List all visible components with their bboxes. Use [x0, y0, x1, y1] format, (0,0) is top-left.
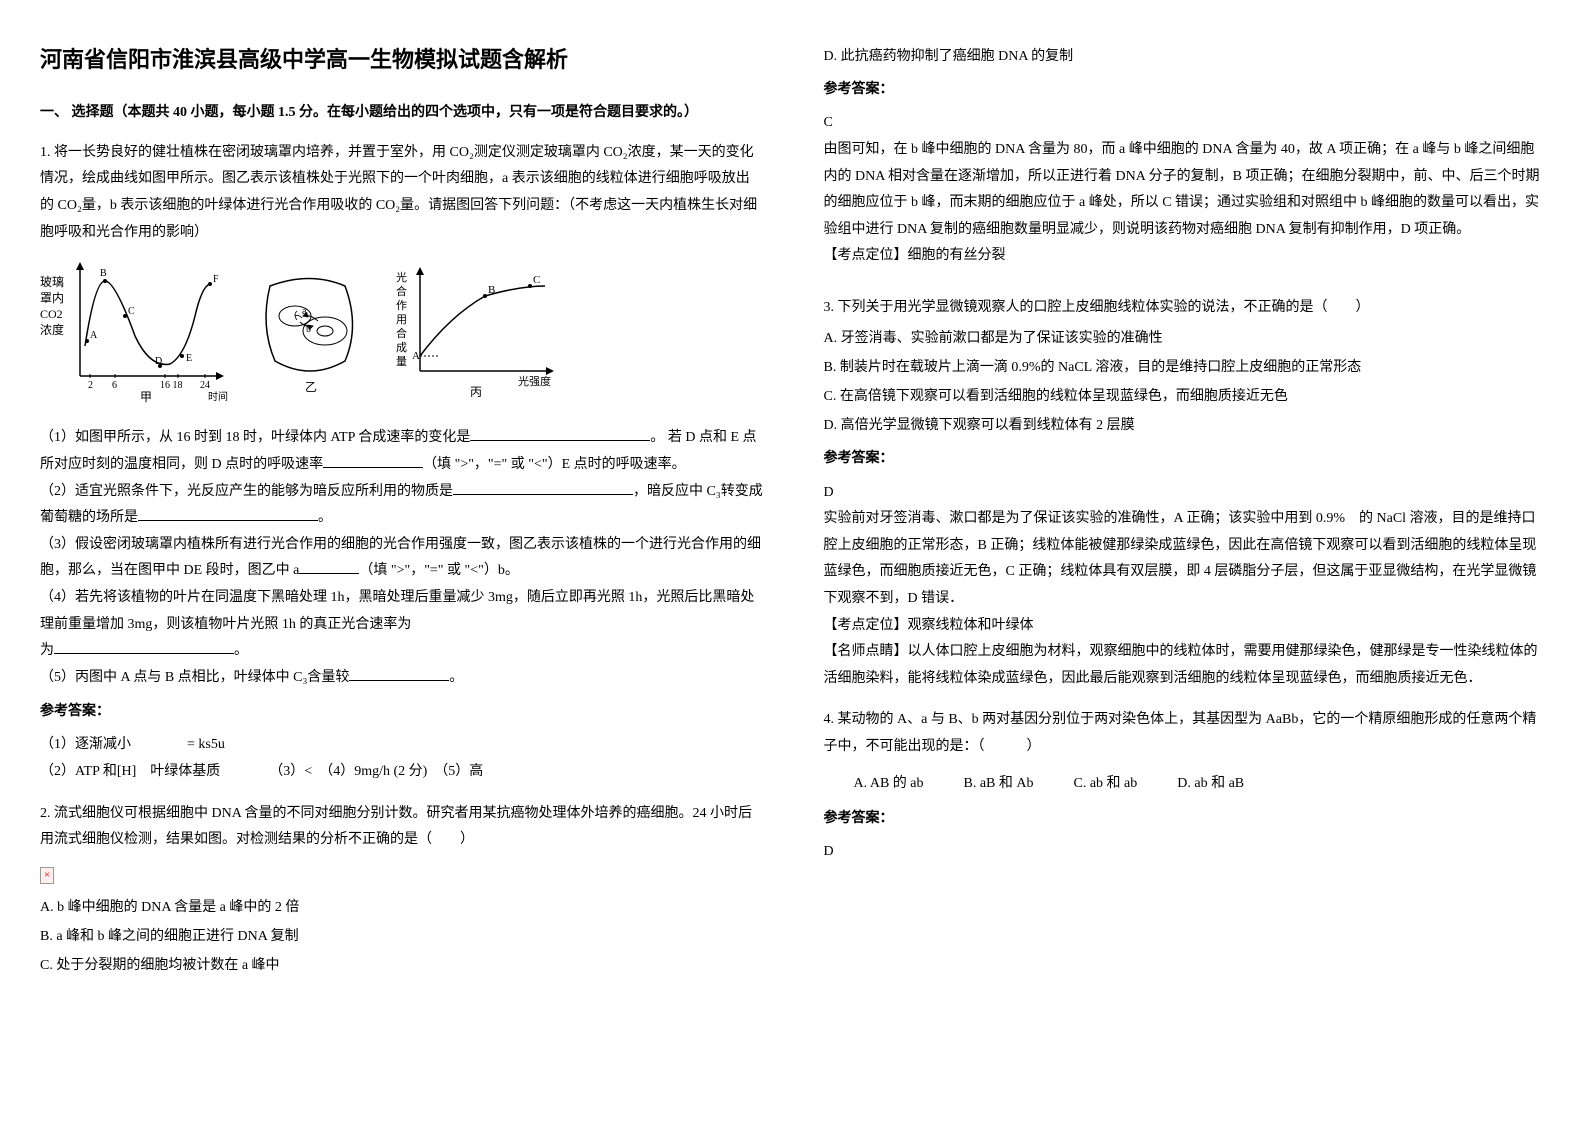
- svg-text:量: 量: [396, 355, 407, 368]
- svg-text:用: 用: [396, 314, 407, 326]
- q3-optA: A. 牙签消毒、实验前漱口都是为了保证该实验的准确性: [824, 326, 1548, 351]
- question-2: 2. 流式细胞仪可根据细胞中 DNA 含量的不同对细胞分别计数。研究者用某抗癌物…: [40, 801, 764, 979]
- q4-options: A. AB 的 ab B. aB 和 Ab C. ab 和 ab D. ab 和…: [854, 771, 1548, 796]
- q2-answer: C: [824, 110, 1548, 137]
- q1-sub4-line2: 为。: [40, 638, 764, 665]
- q3-topic: 【考点定位】观察线粒体和叶绿体: [824, 613, 1548, 640]
- q1-sub1a: （1）如图甲所示，从 16 时到 18 时，叶绿体内 ATP 合成速率的变化是: [40, 430, 470, 445]
- left-column: 河南省信阳市淮滨县高级中学高一生物模拟试题含解析 一、 选择题（本题共 40 小…: [40, 40, 764, 994]
- y-label-1: 玻璃: [40, 275, 64, 289]
- svg-text:F: F: [213, 274, 219, 285]
- q1-sub5a: （5）丙图中 A 点与 B 点相比，叶绿体中 C₃含量较: [40, 670, 349, 685]
- svg-text:CO2: CO2: [40, 307, 63, 321]
- svg-text:2: 2: [88, 380, 93, 391]
- svg-text:b: b: [306, 324, 311, 335]
- q2-optC: C. 处于分裂期的细胞均被计数在 a 峰中: [40, 953, 764, 978]
- svg-text:光强度: 光强度: [518, 374, 551, 388]
- page-container: 河南省信阳市淮滨县高级中学高一生物模拟试题含解析 一、 选择题（本题共 40 小…: [40, 40, 1547, 994]
- q2-stem: 2. 流式细胞仪可根据细胞中 DNA 含量的不同对细胞分别计数。研究者用某抗癌物…: [40, 801, 764, 854]
- svg-text:D: D: [155, 356, 162, 367]
- q4-optA: A. AB 的 ab: [854, 771, 924, 796]
- q2-optA: A. b 峰中细胞的 DNA 含量是 a 峰中的 2 倍: [40, 895, 764, 920]
- q2-optB: B. a 峰和 b 峰之间的细胞正进行 DNA 复制: [40, 924, 764, 949]
- q4-optB: B. aB 和 Ab: [964, 771, 1034, 796]
- q3-teacher-note: 【名师点睛】以人体口腔上皮细胞为材料，观察细胞中的线粒体时，需要用健那绿染色，健…: [824, 639, 1548, 692]
- blank: [138, 506, 318, 521]
- section-intro: 一、 选择题（本题共 40 小题，每小题 1.5 分。在每小题给出的四个选项中，…: [40, 100, 764, 125]
- svg-text:C: C: [128, 306, 135, 317]
- q1-sub4a: （4）若先将该植物的叶片在同温度下黑暗处理 1h，黑暗处理后重量减少 3mg，随…: [40, 590, 754, 632]
- blank: [453, 480, 633, 495]
- svg-text:罩内: 罩内: [40, 291, 64, 305]
- q3-optD: D. 高倍光学显微镜下观察可以看到线粒体有 2 层膜: [824, 413, 1548, 438]
- q1-sub2c: 。: [318, 510, 332, 525]
- q1-ans2: （2）ATP 和[H] 叶绿体基质 （3）< （4）9mg/h (2 分) （5…: [40, 759, 764, 786]
- question-1: 1. 将一长势良好的健壮植株在密闭玻璃罩内培养，并置于室外，用 CO₂测定仪测定…: [40, 140, 764, 786]
- svg-text:乙: 乙: [305, 380, 317, 394]
- q1-figure-row: A B C D E F 玻璃 罩内 CO2 浓度 2 6 1: [40, 256, 764, 415]
- svg-text:24: 24: [200, 380, 210, 391]
- broken-image-icon: ×: [40, 867, 54, 884]
- q3-optB: B. 制装片时在载玻片上滴一滴 0.9%的 NaCL 溶液，目的是维持口腔上皮细…: [824, 355, 1548, 380]
- q1-ans1: （1）逐渐减小 = ks5u: [40, 732, 764, 759]
- svg-text:16 18: 16 18: [160, 380, 183, 391]
- q4-stem: 4. 某动物的 A、a 与 B、b 两对基因分别位于两对染色体上，其基因型为 A…: [824, 707, 1548, 760]
- svg-text:6: 6: [112, 380, 117, 391]
- q3-explanation: 实验前对牙签消毒、漱口都是为了保证该实验的准确性，A 正确；该实验中用到 0.9…: [824, 506, 1548, 612]
- svg-text:B: B: [488, 284, 495, 296]
- q1-sub4: （4）若先将该植物的叶片在同温度下黑暗处理 1h，黑暗处理后重量减少 3mg，随…: [40, 585, 764, 638]
- broken-image-placeholder: ×: [40, 862, 764, 887]
- answer-label: 参考答案：: [40, 699, 764, 724]
- question-3: 3. 下列关于用光学显微镜观察人的口腔上皮细胞线粒体实验的说法，不正确的是（ ）…: [824, 295, 1548, 692]
- svg-text:甲: 甲: [140, 390, 152, 404]
- q3-optC: C. 在高倍镜下观察可以看到活细胞的线粒体呈现蓝绿色，而细胞质接近无色: [824, 384, 1548, 409]
- figure-jia: A B C D E F 玻璃 罩内 CO2 浓度 2 6 1: [40, 256, 230, 415]
- svg-text:E: E: [186, 353, 192, 364]
- q1-sub3b: （填 ">"，"=" 或 "<"）b。: [359, 563, 518, 578]
- q4-optC: C. ab 和 ab: [1074, 771, 1138, 796]
- svg-text:B: B: [100, 268, 107, 279]
- q4-answer-label: 参考答案：: [824, 806, 1548, 831]
- svg-text:合: 合: [396, 284, 407, 298]
- blank: [323, 453, 423, 468]
- q4-optD: D. ab 和 aB: [1177, 771, 1244, 796]
- blank: [299, 559, 359, 574]
- svg-text:A: A: [90, 330, 98, 341]
- q1-sub3: （3）假设密闭玻璃罩内植株所有进行光合作用的细胞的光合作用强度一致，图乙表示该植…: [40, 532, 764, 585]
- q1-sub2: （2）适宜光照条件下，光反应产生的能够为暗反应所利用的物质是，暗反应中 C₃转变…: [40, 479, 764, 532]
- svg-text:丙: 丙: [470, 385, 482, 399]
- svg-text:合: 合: [396, 326, 407, 340]
- blank: [470, 426, 650, 441]
- q2-answer-label: 参考答案：: [824, 77, 1548, 102]
- svg-text:浓度: 浓度: [40, 322, 64, 337]
- svg-text:作: 作: [396, 299, 407, 312]
- q3-answer: D: [824, 480, 1548, 507]
- q1-sub1c: （填 ">"，"=" 或 "<"）E 点时的呼吸速率。: [423, 457, 686, 472]
- q2-topic: 【考点定位】细胞的有丝分裂: [824, 243, 1548, 270]
- q1-sub4b: 。: [234, 643, 248, 658]
- svg-text:时间: 时间: [208, 390, 228, 403]
- svg-text:C: C: [533, 274, 540, 286]
- question-4: 4. 某动物的 A、a 与 B、b 两对基因分别位于两对染色体上，其基因型为 A…: [824, 707, 1548, 865]
- q1-sub5b: 。: [449, 670, 463, 685]
- blank: [349, 666, 449, 681]
- q1-sub2a: （2）适宜光照条件下，光反应产生的能够为暗反应所利用的物质是: [40, 484, 453, 499]
- q1-sub1: （1）如图甲所示，从 16 时到 18 时，叶绿体内 ATP 合成速率的变化是。…: [40, 425, 764, 478]
- figure-bing: B C A 光 合 作 用 合 成 量 光强度 丙: [390, 261, 560, 410]
- q2-optD: D. 此抗癌药物抑制了癌细胞 DNA 的复制: [824, 44, 1548, 69]
- svg-text:a: a: [302, 306, 307, 317]
- right-column: D. 此抗癌药物抑制了癌细胞 DNA 的复制 参考答案： C 由图可知，在 b …: [824, 40, 1548, 994]
- q1-stem: 1. 将一长势良好的健壮植株在密闭玻璃罩内培养，并置于室外，用 CO₂测定仪测定…: [40, 140, 764, 246]
- svg-text:光: 光: [396, 270, 407, 284]
- q4-answer: D: [824, 839, 1548, 866]
- svg-text:成: 成: [396, 341, 407, 354]
- blank: [54, 639, 234, 654]
- page-title: 河南省信阳市淮滨县高级中学高一生物模拟试题含解析: [40, 40, 764, 80]
- figure-yi: a b 乙: [250, 266, 370, 405]
- q2-explanation: 由图可知，在 b 峰中细胞的 DNA 含量为 80，而 a 峰中细胞的 DNA …: [824, 137, 1548, 243]
- svg-text:A: A: [412, 350, 420, 362]
- q3-answer-label: 参考答案：: [824, 446, 1548, 471]
- q3-stem: 3. 下列关于用光学显微镜观察人的口腔上皮细胞线粒体实验的说法，不正确的是（ ）: [824, 295, 1548, 322]
- q1-sub5: （5）丙图中 A 点与 B 点相比，叶绿体中 C₃含量较 。: [40, 665, 764, 692]
